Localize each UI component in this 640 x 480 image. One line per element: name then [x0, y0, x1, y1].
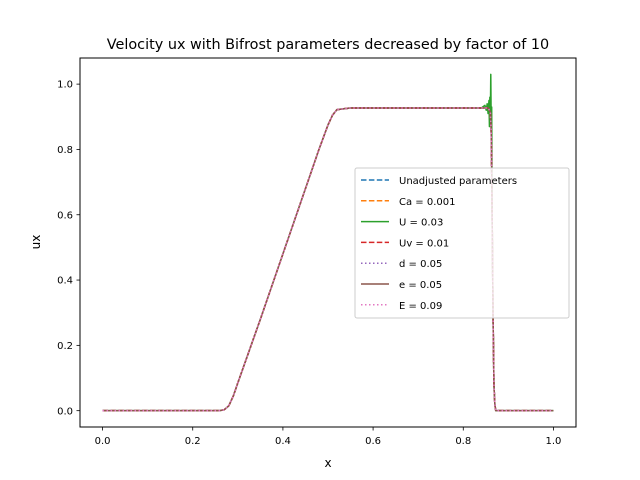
y-tick-label: 0.8: [57, 145, 73, 156]
x-axis: 0.0 0.2 0.4 0.6 0.8 1.0: [95, 427, 562, 447]
series-line-7: [102, 107, 554, 412]
x-axis-label: x: [324, 456, 331, 470]
y-axis-label: ux: [29, 235, 43, 250]
legend-frame: [354, 167, 570, 319]
legend-label-7: E = 0.09: [399, 301, 442, 312]
x-tick-label: 1.0: [546, 436, 562, 447]
legend: Unadjusted parameters Ca = 0.001 U = 0.03 U…: [354, 167, 570, 319]
legend-label-5: d = 0.05: [399, 259, 442, 270]
x-tick-label: 0.6: [365, 436, 381, 447]
y-tick-label: 0.6: [57, 210, 73, 221]
legend-label-6: e = 0.05: [399, 280, 442, 291]
chart-title: Velocity ux with Bifrost parameters decr…: [107, 37, 549, 53]
x-tick-label: 0.2: [185, 436, 201, 447]
x-tick-label: 0.4: [275, 436, 291, 447]
y-tick-label: 0.2: [57, 341, 73, 352]
legend-label-4: Uv = 0.01: [399, 238, 449, 249]
y-axis: 0.0 0.2 0.4 0.6 0.8 1.0: [57, 80, 80, 417]
x-tick-label: 0.0: [95, 436, 111, 447]
x-tick-label: 0.8: [455, 436, 471, 447]
legend-label-3: U = 0.03: [399, 218, 443, 229]
legend-label-2: Ca = 0.001: [399, 197, 455, 208]
plot-frame: [79, 57, 577, 428]
legend-label-1: Unadjusted parameters: [399, 176, 517, 187]
y-tick-label: 0.0: [57, 406, 73, 417]
y-tick-label: 1.0: [57, 80, 73, 91]
series-layer: [102, 73, 554, 412]
y-tick-label: 0.4: [57, 276, 73, 287]
